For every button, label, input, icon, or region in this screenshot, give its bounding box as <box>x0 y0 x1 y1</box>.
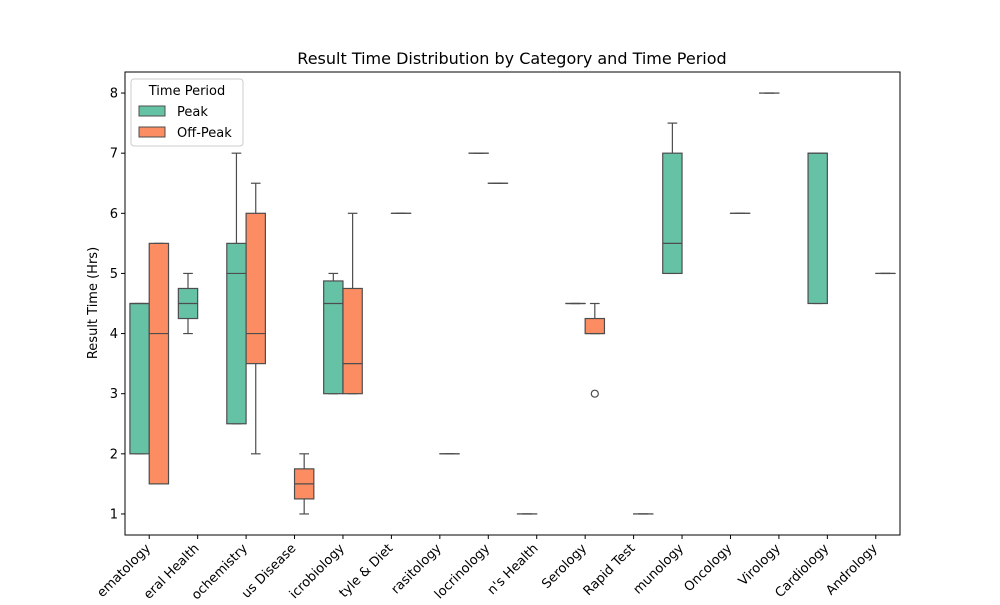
iqr-box <box>663 153 682 273</box>
y-tick-label: 6 <box>110 207 118 222</box>
legend-swatch-peak <box>139 106 165 116</box>
box-off-peak-infectious-disease <box>295 454 314 514</box>
box-peak-general-health <box>178 273 197 333</box>
iqr-box <box>130 304 149 454</box>
box-peak-microbiology <box>324 273 343 393</box>
plot-layer <box>130 93 895 514</box>
iqr-box <box>227 243 246 423</box>
x-tick-label: Andrology <box>823 541 880 598</box>
outlier-point <box>591 390 598 397</box>
box-peak-immunology <box>663 123 682 273</box>
iqr-box <box>808 153 827 303</box>
x-tick-label: n's Health <box>485 541 542 598</box>
box-off-peak-hematology <box>149 243 168 484</box>
legend-label-peak: Peak <box>177 105 208 120</box>
y-tick-label: 3 <box>110 387 118 402</box>
legend-swatch-off-peak <box>139 127 165 137</box>
iqr-box <box>343 288 362 393</box>
y-tick-label: 7 <box>110 147 118 162</box>
legend: Time Period Peak Off-Peak <box>131 79 243 146</box>
y-tick-label: 1 <box>110 507 118 522</box>
y-tick-label: 2 <box>110 447 118 462</box>
x-tick-label: Oncology <box>681 541 735 595</box>
box-peak-hematology <box>130 304 149 454</box>
iqr-box <box>149 243 168 484</box>
box-off-peak-microbiology <box>343 213 362 393</box>
x-tick-label: Serology <box>539 541 590 592</box>
box-off-peak-serology <box>585 304 604 398</box>
y-tick-label: 5 <box>110 267 118 282</box>
x-tick-label: Rapid Test <box>581 541 639 599</box>
legend-title: Time Period <box>148 84 225 99</box>
box-peak-cardiology <box>808 153 827 303</box>
y-axis-label: Result Time (Hrs) <box>86 247 101 359</box>
iqr-box <box>324 281 343 394</box>
box-peak-biochemistry <box>227 153 246 424</box>
iqr-box <box>246 213 265 363</box>
chart-title: Result Time Distribution by Category and… <box>297 49 726 68</box>
y-tick-label: 8 <box>110 87 118 102</box>
legend-label-off-peak: Off-Peak <box>177 126 232 141</box>
x-tick-label: Virology <box>736 541 784 589</box>
iqr-box <box>585 319 604 334</box>
y-tick-label: 4 <box>110 327 118 342</box>
x-tick-label: munology <box>631 541 688 598</box>
box-off-peak-biochemistry <box>246 183 265 454</box>
